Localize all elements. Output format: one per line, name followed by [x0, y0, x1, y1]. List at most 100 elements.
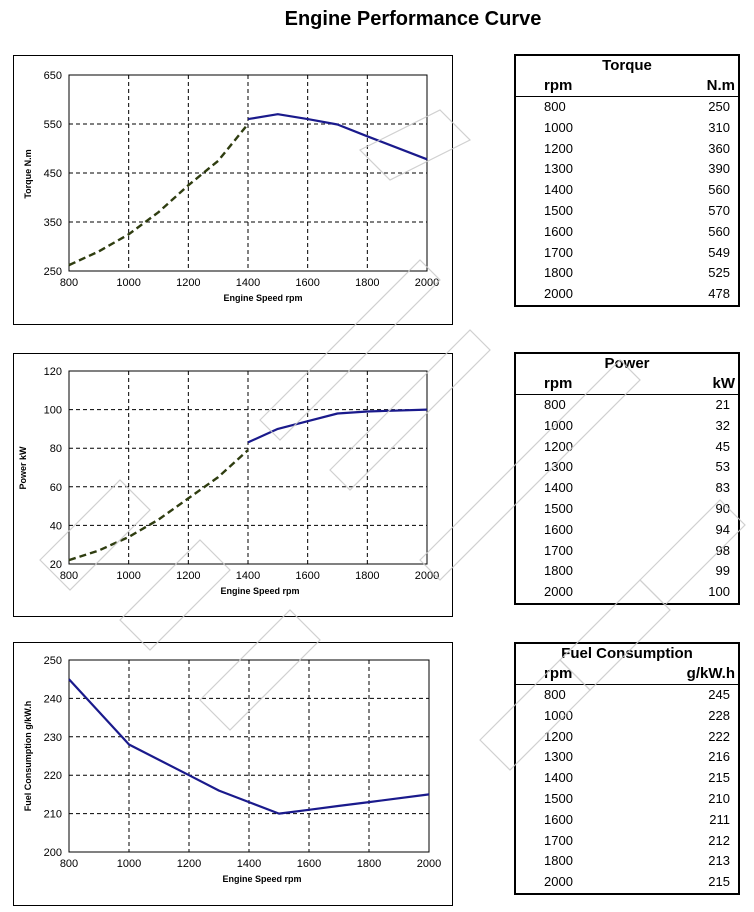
- table-cell-value: 570: [708, 202, 730, 218]
- table-cell-rpm: 1800: [544, 853, 573, 869]
- y-tick-label: 250: [44, 655, 62, 667]
- table-row: 1700 98: [516, 541, 738, 562]
- table-header-rpm: rpm: [544, 375, 573, 392]
- table-row: 1300 53: [516, 457, 738, 478]
- table-cell-value: 213: [708, 853, 730, 869]
- table-cell-value: 90: [715, 500, 730, 516]
- x-tick-label: 1000: [116, 277, 140, 289]
- table-cell-rpm: 1500: [544, 202, 573, 218]
- torque-table: Torque rpm N.m 800 250 1000 310 1200 360 1300 3…: [514, 54, 740, 307]
- x-tick-label: 1600: [295, 570, 319, 582]
- x-tick-label: 1200: [176, 570, 200, 582]
- table-cell-rpm: 1000: [544, 707, 573, 723]
- table-row: 1200 360: [516, 139, 738, 160]
- x-tick-label: 1000: [116, 570, 140, 582]
- table-cell-rpm: 1700: [544, 542, 573, 558]
- y-axis-label: Fuel Consumption g/kW.h: [23, 701, 33, 812]
- table-cell-rpm: 2000: [544, 286, 573, 302]
- x-tick-label: 2000: [415, 570, 439, 582]
- table-row: 1400 215: [516, 768, 738, 789]
- fuel-chart: 800 1000 1200 1400 1600 1800 2000 200 210 220 230 2…: [23, 655, 441, 884]
- table-cell-rpm: 1800: [544, 265, 573, 281]
- table-row: 1000 310: [516, 118, 738, 139]
- y-tick-label: 250: [44, 266, 62, 278]
- power-chart-panel: 800 1000 1200 1400 1600 1800 2000 20 40 60 80 100 12…: [13, 353, 453, 617]
- table-cell-rpm: 1800: [544, 563, 573, 579]
- table-cell-rpm: 1300: [544, 459, 573, 475]
- table-row: 1300 216: [516, 747, 738, 768]
- table-cell-value: 390: [708, 161, 730, 177]
- power-table: Power rpm kW 800 21 1000 32 1200 45 1300 53 1400…: [514, 352, 740, 605]
- torque-chart-panel: 800 1000 1200 1400 1600 1800 2000 250 350 450 550 6…: [13, 55, 453, 325]
- fuel-table: Fuel Consumption rpm g/kW.h 800 245 1000 22…: [514, 642, 740, 895]
- table-row: 1800 525: [516, 263, 738, 284]
- table-header-unit: N.m: [706, 77, 735, 94]
- table-cell-value: 53: [715, 459, 730, 475]
- x-tick-label: 1000: [117, 858, 141, 870]
- table-row: 1000 228: [516, 706, 738, 727]
- table-cell-value: 250: [708, 99, 730, 114]
- x-tick-label: 1800: [357, 858, 381, 870]
- y-tick-label: 240: [44, 693, 62, 705]
- x-tick-label: 2000: [415, 277, 439, 289]
- x-tick-label: 1600: [295, 277, 319, 289]
- table-row: 1300 390: [516, 159, 738, 180]
- x-tick-label: 1600: [297, 858, 321, 870]
- table-cell-rpm: 1300: [544, 749, 573, 765]
- table-row: 1400 83: [516, 478, 738, 499]
- table-cell-value: 549: [708, 244, 730, 260]
- y-tick-label: 100: [44, 405, 62, 417]
- table-header: rpm kW: [516, 374, 738, 395]
- table-cell-value: 100: [708, 584, 730, 600]
- table-header: rpm N.m: [516, 76, 738, 97]
- table-row: 1500 570: [516, 201, 738, 222]
- y-tick-label: 450: [44, 168, 62, 180]
- table-cell-rpm: 800: [544, 99, 566, 114]
- fuel-chart-panel: 800 1000 1200 1400 1600 1800 2000 200 210 220 230 2…: [13, 642, 453, 906]
- table-cell-rpm: 1200: [544, 438, 573, 454]
- table-row: 800 245: [516, 685, 738, 706]
- table-cell-rpm: 1000: [544, 417, 573, 433]
- x-axis-label: Engine Speed rpm: [222, 874, 301, 884]
- table-cell-rpm: 1500: [544, 500, 573, 516]
- table-row: 1800 99: [516, 561, 738, 582]
- table-cell-value: 310: [708, 119, 730, 135]
- y-tick-label: 210: [44, 809, 62, 821]
- table-cell-value: 83: [715, 480, 730, 496]
- table-cell-value: 560: [708, 182, 730, 198]
- y-tick-label: 120: [44, 366, 62, 378]
- table-cell-value: 360: [708, 140, 730, 156]
- x-axis-label: Engine Speed rpm: [220, 586, 299, 596]
- y-tick-label: 230: [44, 732, 62, 744]
- table-row: 2000 215: [516, 872, 738, 893]
- table-header: rpm g/kW.h: [516, 664, 738, 685]
- table-row: 1000 32: [516, 416, 738, 437]
- power-chart: 800 1000 1200 1400 1600 1800 2000 20 40 60 80 100 12…: [18, 366, 439, 596]
- table-row: 1200 45: [516, 437, 738, 458]
- table-row: 1600 94: [516, 520, 738, 541]
- table-cell-value: 525: [708, 265, 730, 281]
- table-cell-value: 215: [708, 874, 730, 890]
- table-cell-rpm: 1700: [544, 832, 573, 848]
- table-cell-rpm: 1700: [544, 244, 573, 260]
- table-cell-value: 478: [708, 286, 730, 302]
- table-header-rpm: rpm: [544, 665, 573, 682]
- y-tick-label: 650: [44, 70, 62, 82]
- table-cell-rpm: 1600: [544, 521, 573, 537]
- table-header-unit: kW: [712, 375, 736, 392]
- x-tick-label: 1400: [237, 858, 261, 870]
- table-cell-value: 245: [708, 687, 730, 702]
- table-cell-value: 98: [715, 542, 730, 558]
- page-title: Engine Performance Curve: [284, 8, 542, 30]
- torque-chart: 800 1000 1200 1400 1600 1800 2000 250 350 450 550 6…: [23, 70, 439, 303]
- x-tick-label: 1800: [355, 570, 379, 582]
- x-tick-label: 1200: [177, 858, 201, 870]
- table-cell-rpm: 2000: [544, 584, 573, 600]
- table-cell-value: 212: [708, 832, 730, 848]
- y-tick-label: 40: [50, 520, 62, 532]
- table-cell-rpm: 1200: [544, 140, 573, 156]
- y-tick-label: 60: [50, 482, 62, 494]
- x-tick-label: 1400: [236, 277, 260, 289]
- table-row: 1600 560: [516, 222, 738, 243]
- series-line-dashed: [68, 123, 249, 267]
